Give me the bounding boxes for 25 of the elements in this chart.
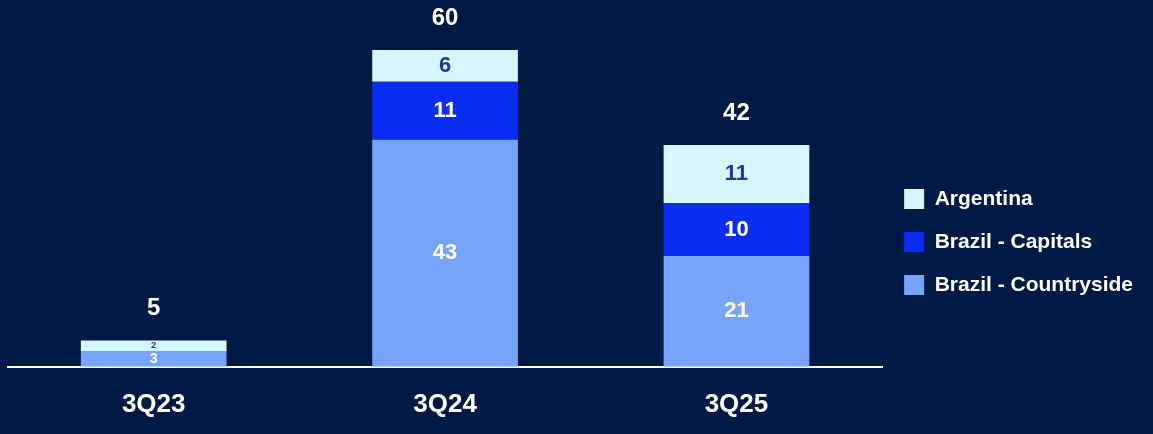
bar [663, 203, 810, 256]
data-label: 3 [149, 349, 158, 366]
total-label: 42 [723, 97, 750, 125]
data-label: 2 [151, 339, 157, 351]
bar [372, 81, 518, 140]
bar [80, 340, 227, 351]
bar [663, 145, 810, 204]
legend-label: Argentina [934, 185, 1033, 209]
data-label: 43 [432, 239, 458, 265]
bar [663, 255, 810, 367]
data-label: 11 [724, 160, 749, 186]
legend-label: Brazil - Capitals [934, 228, 1093, 252]
bar [80, 350, 227, 367]
data-label: 10 [724, 215, 749, 241]
bar [372, 139, 518, 367]
data-label: 6 [438, 51, 452, 77]
legend-label: Brazil - Countryside [934, 271, 1134, 295]
x-tick-label: 3Q24 [413, 387, 478, 418]
bar [372, 50, 518, 82]
x-tick-label: 3Q25 [704, 387, 769, 418]
data-label: 21 [724, 297, 749, 323]
data-label: 11 [433, 96, 457, 122]
total-label: 5 [147, 293, 161, 321]
x-tick-label: 3Q23 [121, 387, 186, 418]
total-label: 60 [431, 2, 459, 30]
